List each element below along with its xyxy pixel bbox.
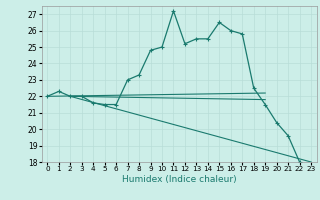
X-axis label: Humidex (Indice chaleur): Humidex (Indice chaleur) [122, 175, 236, 184]
